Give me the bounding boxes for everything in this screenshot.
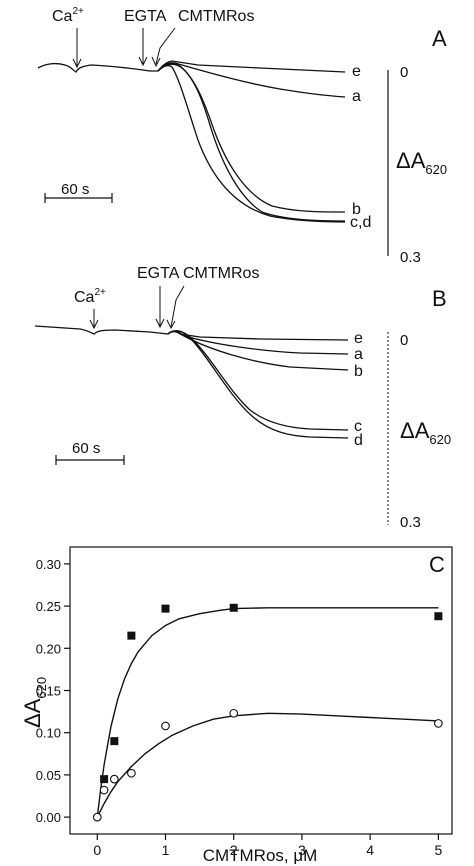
panel-b-egta-arrowhead bbox=[155, 318, 165, 329]
y-tick-label-6: 0.30 bbox=[36, 557, 61, 572]
panel-b-label: B bbox=[432, 286, 447, 311]
panel-b-egta-marker: EGTA bbox=[137, 265, 180, 282]
panel-a-scale-bottom: 0.3 bbox=[400, 249, 421, 266]
panel-c-ylabel: ΔA620 bbox=[20, 677, 49, 728]
point-square-1 bbox=[110, 737, 119, 746]
point-circle-6 bbox=[434, 719, 443, 728]
point-square-0 bbox=[100, 775, 109, 784]
point-circle-0 bbox=[92, 812, 102, 822]
panel-a-egta-arrowhead bbox=[138, 56, 148, 67]
panel-a-scale-top: 0 bbox=[400, 64, 408, 81]
panel-c-ticks: 0 1 2 3 4 5 0.00 0.05 0.10 0.15 0.20 0.25 0.30 bbox=[36, 557, 443, 858]
panel-b-curve-label-b: b bbox=[354, 363, 363, 380]
panel-a-curve-label-b: b bbox=[352, 201, 361, 218]
panel-a-ca-marker: Ca2+ bbox=[52, 6, 84, 25]
panel-a-curve-label-cd: c,d bbox=[350, 214, 371, 231]
panel-a-cmtmros-arrow bbox=[155, 27, 176, 65]
point-square-4 bbox=[229, 603, 238, 612]
panel-a-trace-c bbox=[157, 63, 346, 222]
fit-curve-filled-square bbox=[96, 607, 439, 818]
panel-a-curve-label-e: e bbox=[352, 63, 361, 80]
x-tick-label-5: 5 bbox=[434, 842, 442, 858]
point-square-5 bbox=[434, 612, 443, 621]
panel-c-points bbox=[92, 603, 443, 822]
point-square-2 bbox=[127, 631, 136, 640]
panel-c-xlabel: CMTMRos, μM bbox=[203, 846, 318, 865]
panel-c: C 0 1 2 3 4 5 0.00 0.05 0.10 0.15 0.20 0.25 0.30 ΔA6… bbox=[20, 546, 453, 865]
point-circle-2 bbox=[109, 774, 119, 784]
y-tick-label-4: 0.20 bbox=[36, 641, 61, 656]
point-circle-3 bbox=[127, 768, 136, 778]
panel-c-label: C bbox=[429, 552, 445, 577]
panel-b-trace-b bbox=[167, 330, 349, 371]
panel-a-baseline-trace bbox=[37, 62, 158, 73]
panel-a-label: A bbox=[432, 26, 447, 51]
panel-b-baseline-trace bbox=[34, 325, 169, 335]
panel-a-ylabel: ΔA620 bbox=[396, 148, 447, 177]
y-tick-label-2: 0.10 bbox=[36, 726, 61, 741]
panel-b-curve-label-d: d bbox=[354, 432, 363, 449]
panel-b: B Ca2+ EGTA CMTMRos e a b c d 0 0.3 ΔA62… bbox=[34, 265, 451, 531]
panel-b-cmtmros-marker: CMTMRos bbox=[183, 265, 259, 282]
panel-b-ca-marker: Ca2+ bbox=[74, 287, 106, 306]
panel-b-trace-c bbox=[167, 330, 349, 431]
panel-b-scale-bottom: 0.3 bbox=[400, 514, 421, 531]
panel-b-time-label: 60 s bbox=[72, 440, 100, 457]
panel-b-curve-label-a: a bbox=[354, 346, 363, 363]
panel-b-ca-arrowhead bbox=[89, 319, 99, 330]
x-tick-label-0: 0 bbox=[93, 842, 101, 858]
point-circle-5 bbox=[229, 708, 239, 718]
panel-b-cmtmros-arrowhead bbox=[166, 319, 176, 330]
panel-b-curve-label-e: e bbox=[354, 330, 363, 347]
panel-b-curve-label-c: c bbox=[354, 418, 362, 435]
y-tick-label-3: 0.15 bbox=[36, 684, 61, 699]
panel-c-plot-frame bbox=[69, 546, 453, 835]
x-tick-label-1: 1 bbox=[162, 842, 170, 858]
panel-a-time-label: 60 s bbox=[61, 181, 89, 198]
x-tick-label-3: 3 bbox=[298, 842, 306, 858]
panel-a: A Ca2+ EGTA CMTMRos e a b c,d 0 0.3 ΔA62… bbox=[37, 6, 447, 266]
panel-b-cmtmros-arrow bbox=[170, 285, 185, 328]
y-tick-label-5: 0.25 bbox=[36, 599, 61, 614]
panel-b-trace-d bbox=[167, 330, 349, 439]
panel-a-cmtmros-marker: CMTMRos bbox=[178, 8, 254, 25]
panel-a-trace-d bbox=[157, 64, 346, 223]
x-tick-label-4: 4 bbox=[366, 842, 374, 858]
fit-curve-open-circle bbox=[96, 712, 439, 818]
y-tick-label-0: 0.00 bbox=[36, 810, 61, 825]
panel-a-trace-b bbox=[157, 63, 346, 213]
point-circle-1 bbox=[99, 785, 109, 795]
panel-c-fits bbox=[96, 607, 439, 818]
panel-b-scale-top: 0 bbox=[400, 332, 408, 349]
panel-b-ylabel: ΔA620 bbox=[400, 418, 451, 447]
y-tick-label-1: 0.05 bbox=[36, 768, 61, 783]
panel-a-egta-marker: EGTA bbox=[124, 8, 167, 25]
point-circle-4 bbox=[161, 721, 170, 731]
x-tick-label-2: 2 bbox=[230, 842, 238, 858]
panel-a-curve-label-a: a bbox=[352, 88, 361, 105]
panel-a-ca-arrowhead bbox=[72, 58, 82, 69]
point-square-3 bbox=[161, 604, 170, 613]
panel-a-cmtmros-arrowhead bbox=[151, 56, 161, 68]
